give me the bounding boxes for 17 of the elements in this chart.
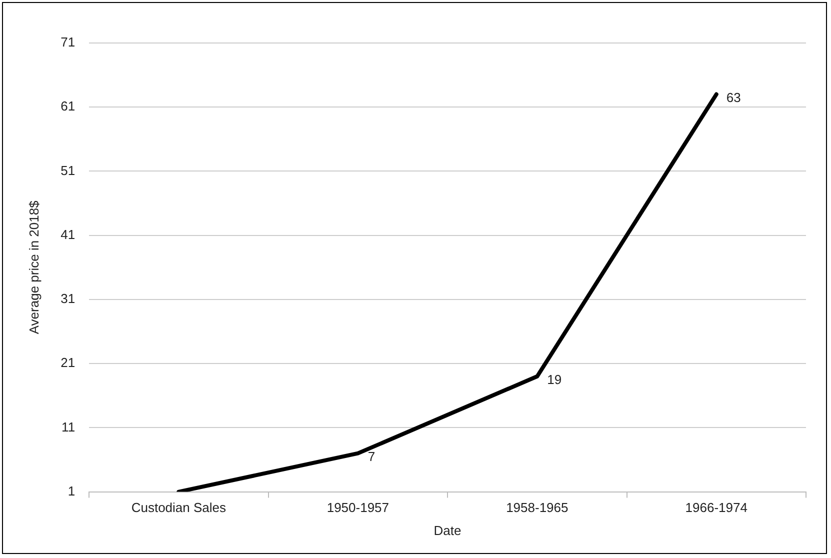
y-tick-label: 21 [60, 355, 76, 370]
y-tick-label: 31 [60, 291, 76, 306]
x-tick-label: Custodian Sales [131, 500, 227, 516]
x-tick-label: 1950-1957 [326, 500, 389, 516]
data-label: 63 [726, 90, 741, 105]
x-tick-label: 1958-1965 [506, 500, 568, 516]
y-tick-label: 11 [62, 419, 76, 434]
y-tick-label: 1 [68, 483, 76, 498]
data-label: 19 [547, 372, 562, 387]
data-label: 7 [368, 448, 376, 464]
y-tick-label: 51 [60, 162, 76, 178]
x-tick-label: 1966-1974 [685, 500, 748, 516]
x-axis-title: Date [434, 522, 462, 538]
y-axis-title: Average price in 2018$ [26, 200, 42, 334]
y-tick-label: 71 [60, 34, 76, 50]
y-tick-label: 61 [60, 98, 76, 114]
y-tick-label: 41 [60, 226, 76, 242]
